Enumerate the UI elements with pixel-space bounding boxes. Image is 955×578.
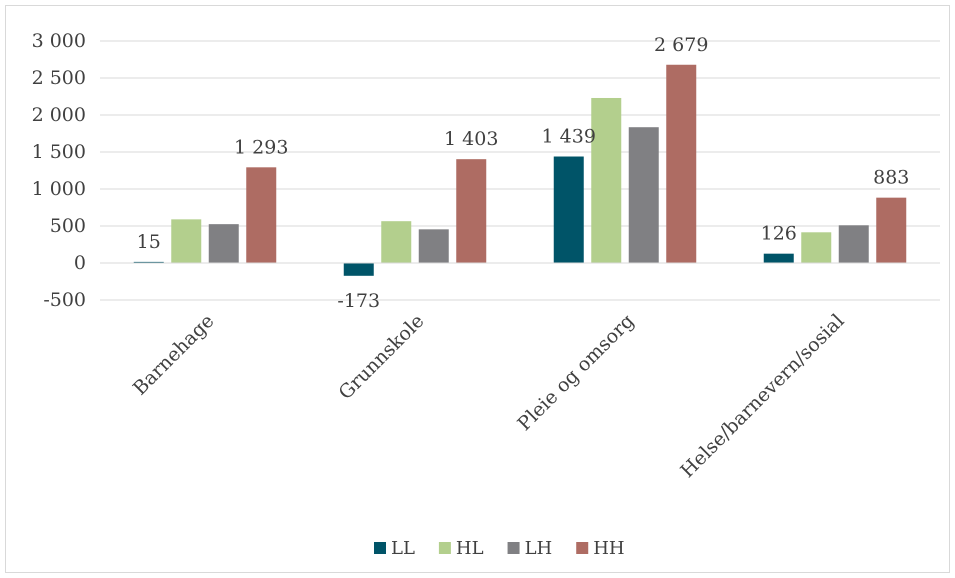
chart-frame [5, 5, 950, 573]
bar-ll-grunnskole [343, 263, 374, 276]
x-axis-category-labels: Barnehage Grunnskole Pleie og omsorg Helse/… [129, 310, 849, 482]
data-labels: 15 1 293 -173 1 403 1 439 2 679 126 883 [137, 34, 910, 312]
legend-swatch-lh [507, 542, 520, 554]
legend-swatch-hh [576, 542, 589, 554]
y-tick-label: 500 [50, 215, 86, 237]
gridlines [100, 40, 940, 301]
data-label: -173 [337, 290, 380, 312]
legend-label: HL [456, 538, 484, 559]
data-label: 1 439 [542, 126, 596, 148]
data-label: 1 403 [444, 128, 498, 150]
bar-lh-barnehage [208, 224, 239, 263]
legend-label: LH [525, 538, 553, 559]
y-tick-label: 0 [74, 252, 86, 274]
data-label: 883 [873, 167, 909, 189]
bar-hh-barnehage [246, 167, 277, 263]
x-category-label: Helse/barnevern/sosial [676, 310, 848, 482]
y-tick-label: -500 [43, 289, 86, 311]
x-category-label: Barnehage [129, 310, 219, 400]
data-label: 2 679 [654, 34, 708, 56]
bar-hl-barnehage [171, 219, 202, 263]
bar-ll-pleie-og-omsorg [553, 156, 584, 263]
y-tick-label: 2 500 [32, 67, 86, 89]
bar-hl-grunnskole [381, 221, 412, 263]
bar-hh-grunnskole [456, 159, 487, 263]
y-tick-label: 1 500 [32, 141, 86, 163]
legend: LL HL LH HH [374, 538, 625, 559]
bar-ll-helse-barnevern-sosial [763, 253, 794, 263]
y-axis-tick-labels: -500 0 500 1 000 1 500 2 000 2 500 3 000 [32, 30, 86, 311]
bar-lh-helse-barnevern-sosial [838, 225, 869, 263]
x-category-label: Grunnskole [334, 310, 428, 404]
legend-swatch-ll [374, 542, 386, 554]
bar-hl-pleie-og-omsorg [591, 97, 622, 263]
bar-ll-barnehage [133, 261, 164, 263]
data-label: 15 [137, 231, 161, 253]
legend-label: HH [593, 538, 624, 559]
bar-hh-pleie-og-omsorg [666, 64, 697, 263]
bar-hh-helse-barnevern-sosial [876, 197, 907, 263]
legend-swatch-hl [438, 542, 451, 554]
legend-label: LL [391, 538, 415, 559]
y-tick-label: 2 000 [32, 104, 86, 126]
y-tick-label: 1 000 [32, 178, 86, 200]
data-label: 126 [761, 223, 797, 245]
data-label: 1 293 [234, 136, 288, 158]
bar-lh-grunnskole [418, 229, 449, 263]
bar-lh-pleie-og-omsorg [628, 127, 659, 264]
bar-hl-helse-barnevern-sosial [801, 232, 832, 263]
x-category-label: Pleie og omsorg [513, 310, 638, 435]
bars [133, 64, 907, 276]
y-tick-label: 3 000 [32, 30, 86, 52]
